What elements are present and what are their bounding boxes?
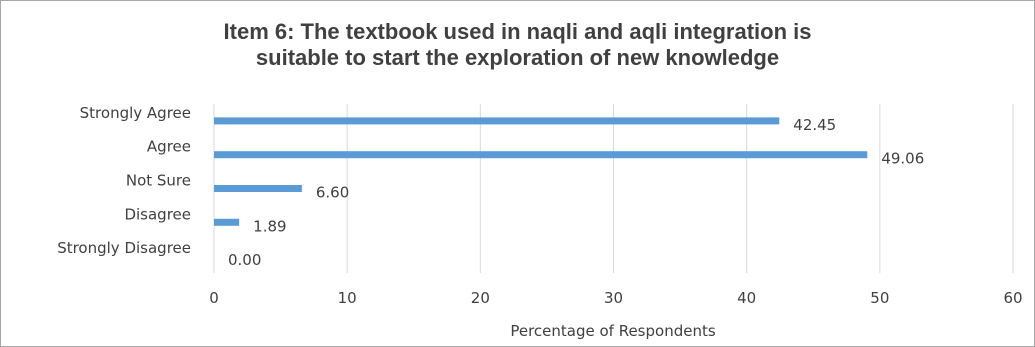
x-tick-label-6: 60 [1003, 289, 1022, 307]
data-label-4: 0.00 [228, 251, 261, 269]
data-label-0: 42.45 [793, 116, 836, 134]
data-label-3: 1.89 [253, 217, 286, 235]
category-label-1: Agree [147, 138, 191, 156]
x-tick-label-5: 50 [870, 289, 889, 307]
chart-title-line-1: Item 6: The textbook used in naqli and a… [223, 19, 812, 44]
bar-0 [214, 117, 780, 125]
bar-1 [214, 151, 868, 159]
data-label-1: 49.06 [881, 150, 924, 168]
category-label-2: Not Sure [126, 172, 191, 190]
bar-3 [214, 218, 240, 226]
x-tick-label-4: 40 [737, 289, 756, 307]
x-axis-title: Percentage of Respondents [510, 322, 716, 340]
x-tick-label-1: 10 [338, 289, 357, 307]
x-tick-label-3: 30 [604, 289, 623, 307]
category-label-4: Strongly Disagree [57, 239, 191, 257]
category-label-0: Strongly Agree [80, 104, 191, 122]
category-label-3: Disagree [124, 205, 191, 223]
chart-title-line-2: suitable to start the exploration of new… [255, 45, 780, 70]
x-tick-label-2: 20 [471, 289, 490, 307]
x-tick-label-0: 0 [209, 289, 219, 307]
data-label-2: 6.60 [316, 184, 349, 202]
bar-2 [214, 185, 302, 192]
chart-title: Item 6: The textbook used in naqli and a… [1, 19, 1034, 71]
